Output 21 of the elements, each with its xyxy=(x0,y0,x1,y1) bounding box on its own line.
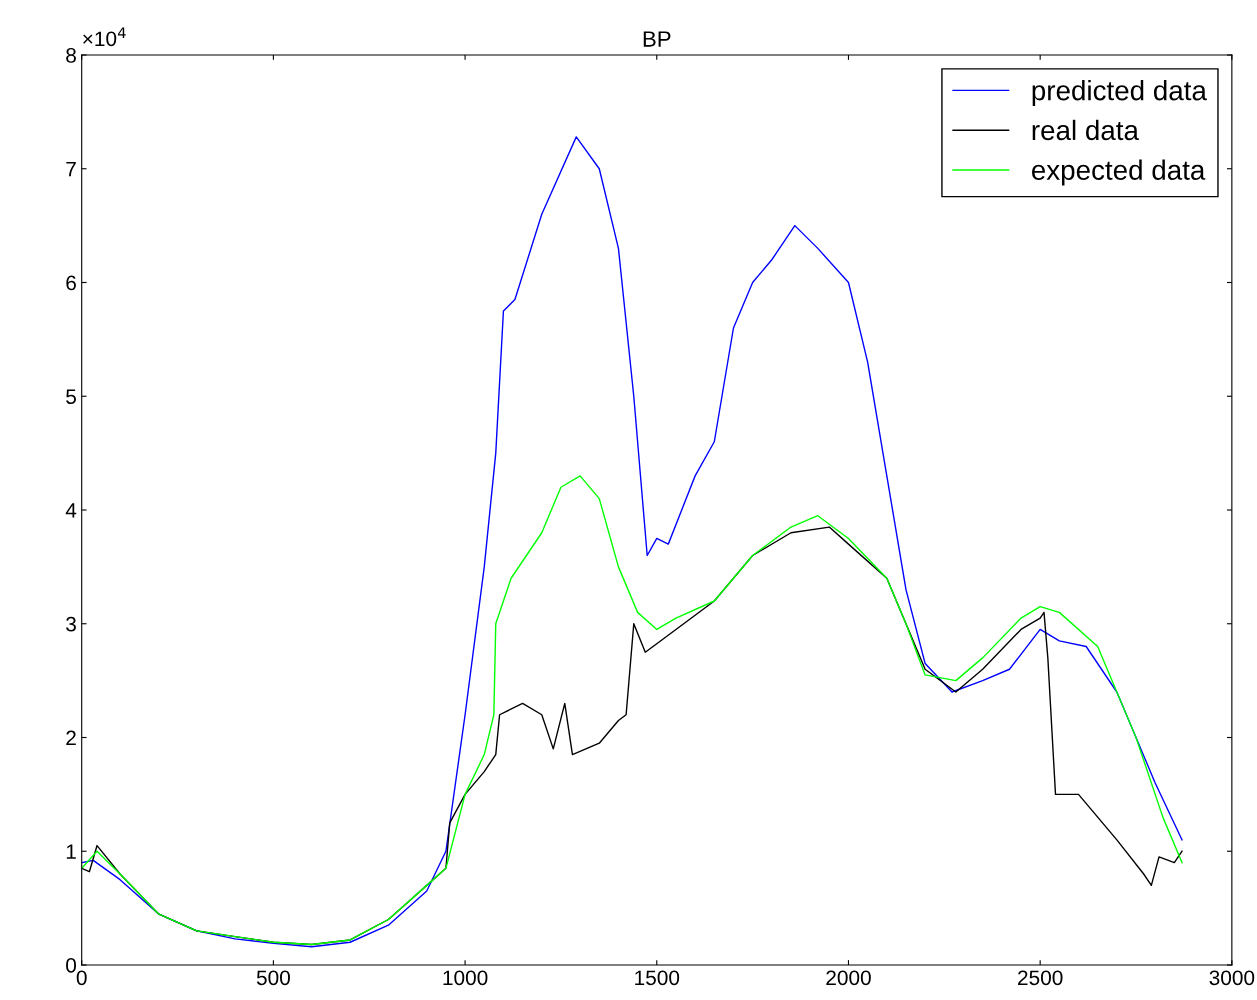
y-tick-label: 4 xyxy=(65,503,77,518)
legend-label: real data xyxy=(1032,119,1139,141)
legend-label: expected data xyxy=(1032,159,1206,186)
y-tick-label: 2 xyxy=(66,730,76,746)
x-tick-label: 2500 xyxy=(1018,970,1063,986)
x-tick-label: 2000 xyxy=(826,970,871,986)
y-tick-label: 7 xyxy=(66,161,76,177)
y-tick-label: 1 xyxy=(66,844,76,859)
text: ×10$^{4}$ xyxy=(83,27,126,47)
legend-label: predicted data xyxy=(1032,80,1207,106)
x-tick-label: 3000 xyxy=(1209,970,1255,986)
x-tick-label: 0 xyxy=(76,970,87,986)
x-tick-label: 500 xyxy=(256,970,290,986)
y-tick-label: 8 xyxy=(66,48,76,63)
x-tick-label: 1000 xyxy=(443,970,488,986)
y-tick-label: 5 xyxy=(66,389,76,404)
y-tick-label: 3 xyxy=(66,616,76,632)
x-tick-label: 1500 xyxy=(635,970,680,986)
chart-title: BP xyxy=(643,31,671,47)
y-tick-label: 6 xyxy=(66,275,76,291)
y-tick-label: 0 xyxy=(66,958,77,973)
